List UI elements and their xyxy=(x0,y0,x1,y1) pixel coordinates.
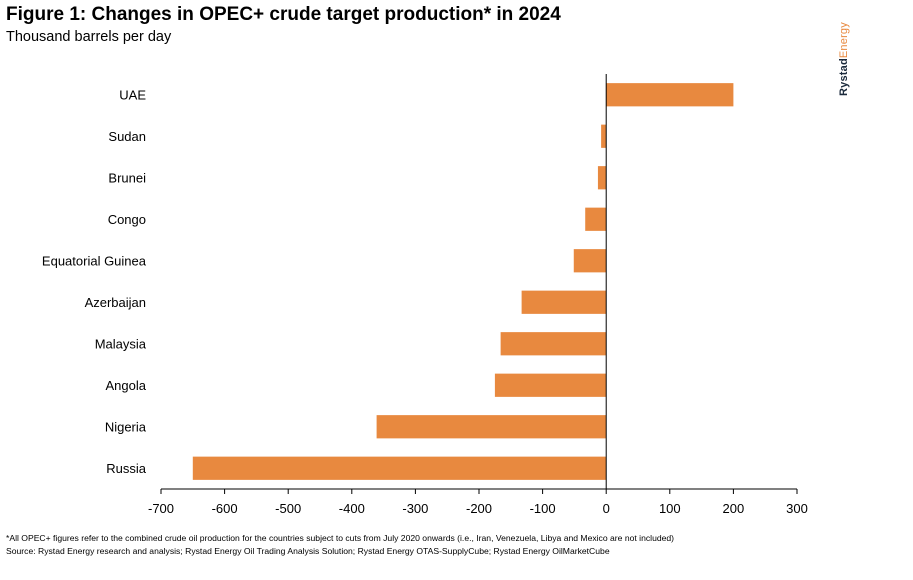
category-label: Sudan xyxy=(108,129,146,144)
x-tick-label: -300 xyxy=(402,501,428,516)
category-label: Russia xyxy=(106,461,147,476)
category-label: Angola xyxy=(106,378,147,393)
category-label: Equatorial Guinea xyxy=(42,253,147,268)
bars-group xyxy=(192,83,734,480)
x-tick-label: -200 xyxy=(466,501,492,516)
bar-russia xyxy=(192,456,607,480)
chart-subtitle: Thousand barrels per day xyxy=(6,29,172,45)
category-labels: UAE Sudan Brunei Congo Equatorial Guinea Azer… xyxy=(42,87,147,476)
bar-equatorial-guinea xyxy=(573,249,607,273)
category-label: Azerbaijan xyxy=(85,295,146,310)
bar-congo xyxy=(585,207,607,231)
bar-sudan xyxy=(601,124,607,148)
source-note: Source: Rystad Energy research and analy… xyxy=(6,546,610,556)
x-tick-label: -400 xyxy=(339,501,365,516)
bar-uae xyxy=(606,83,734,107)
bar-malaysia xyxy=(500,332,607,356)
x-tick-label: 300 xyxy=(786,501,808,516)
bar-nigeria xyxy=(376,415,607,439)
x-tick-label: 100 xyxy=(659,501,681,516)
bar-azerbaijan xyxy=(521,290,607,314)
bar-angola xyxy=(494,373,607,397)
bar-brunei xyxy=(597,166,607,190)
x-tick-label: -700 xyxy=(148,501,174,516)
footnote: *All OPEC+ figures refer to the combined… xyxy=(6,533,675,543)
category-label: UAE xyxy=(119,87,146,102)
x-tick-label: 0 xyxy=(603,501,610,516)
category-label: Nigeria xyxy=(105,419,147,434)
x-tick-label: -600 xyxy=(212,501,238,516)
x-tick-label: -500 xyxy=(275,501,301,516)
x-tick-label: -100 xyxy=(530,501,556,516)
x-axis-ticks: -700 -600 -500 -400 -300 -200 -100 0 100 200 300 xyxy=(148,489,808,516)
category-label: Congo xyxy=(108,212,146,227)
category-label: Brunei xyxy=(108,170,146,185)
chart-title: Figure 1: Changes in OPEC+ crude target … xyxy=(6,4,561,25)
x-tick-label: 200 xyxy=(723,501,745,516)
category-label: Malaysia xyxy=(95,336,147,351)
